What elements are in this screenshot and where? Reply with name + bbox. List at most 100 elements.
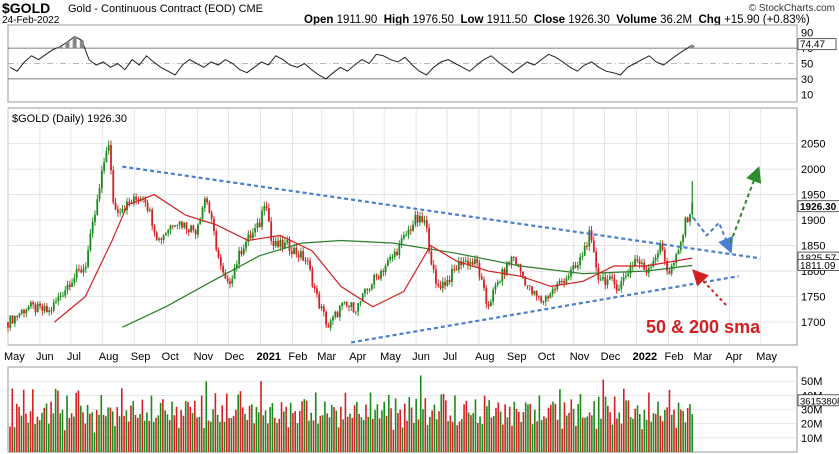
candle-body (96, 199, 99, 215)
candle-body (567, 276, 570, 279)
exchange: CME (238, 3, 264, 15)
candle-body (91, 221, 94, 234)
candle-body (181, 221, 183, 228)
candle-body (515, 257, 517, 265)
candle-body (666, 260, 668, 271)
candle-body (428, 227, 430, 252)
candle-body (334, 311, 337, 317)
candle-body (615, 284, 618, 291)
candle-body (400, 238, 403, 244)
candle-body (480, 276, 483, 280)
candle-body (531, 286, 533, 295)
candle-body (251, 232, 254, 238)
candle-body (373, 275, 376, 285)
candle-body (391, 256, 394, 258)
x-tick-label: Oct (162, 351, 179, 363)
candle-body (512, 257, 515, 259)
candle-body (55, 301, 57, 303)
candle-body (650, 266, 652, 268)
candle-body (87, 250, 89, 267)
candle-body (652, 260, 655, 267)
close-value: 1926.30 (568, 14, 610, 26)
candle-body (201, 207, 204, 219)
x-tick-label: Dec (225, 351, 245, 363)
candle-body (583, 245, 586, 256)
low-value: 1911.50 (486, 14, 528, 26)
candle-body (258, 222, 261, 228)
x-tick-label: May (380, 351, 401, 363)
candle-body (80, 269, 83, 273)
candle-body (29, 302, 32, 307)
candle-body (345, 301, 348, 306)
volume-last-value: 36153808 (800, 396, 839, 407)
high-value: 1976.50 (412, 14, 455, 26)
candle-body (123, 209, 126, 211)
candle-body (558, 280, 561, 284)
candle-body (608, 276, 611, 280)
candle-body (288, 240, 291, 252)
candle-body (9, 315, 12, 328)
candle-body (364, 289, 366, 294)
volume-last-box (797, 394, 839, 407)
candle-body (604, 277, 607, 285)
candle-body (284, 242, 286, 249)
x-tick-label: Oct (538, 351, 555, 363)
x-tick-label: Jul (443, 351, 457, 363)
candle-body (618, 289, 620, 291)
candle-body (460, 261, 463, 266)
candle-body (325, 311, 327, 325)
candle-body (128, 201, 131, 204)
candle-body (661, 243, 664, 250)
candle-body (286, 240, 289, 243)
candle-body (430, 251, 433, 265)
candle-body (32, 302, 35, 305)
candle-body (7, 322, 9, 328)
candle-body (300, 251, 302, 258)
price-tick-label: 1750 (801, 292, 825, 304)
candle-body (135, 196, 138, 200)
candle-body (453, 268, 456, 270)
candle-body (18, 313, 21, 317)
candle-body (110, 144, 112, 171)
candle-body (517, 264, 520, 266)
candle-body (210, 212, 213, 219)
candle-body (389, 257, 392, 261)
candle-body (393, 251, 396, 257)
x-tick-label: Aug (475, 351, 495, 363)
candle-body (425, 220, 428, 228)
x-tick-label: May (756, 351, 777, 363)
candle-body (281, 240, 284, 249)
candle-body (549, 293, 552, 299)
candle-body (396, 251, 398, 256)
price-tick-label: 1850 (801, 241, 825, 253)
candle-body (153, 225, 156, 233)
candle-body (206, 198, 208, 203)
candle-body (343, 301, 346, 304)
candle-body (357, 303, 360, 312)
candle-body (176, 224, 179, 226)
candle-body (199, 218, 202, 225)
candle-body (148, 209, 151, 211)
candle-body (155, 232, 158, 240)
candle-body (641, 262, 643, 264)
x-tick-label: Feb (288, 351, 307, 363)
candle-body (684, 217, 687, 236)
candle-body (689, 214, 691, 222)
x-tick-label: 2022 (633, 351, 657, 363)
candle-body (613, 278, 616, 285)
candle-body (50, 310, 53, 312)
candle-body (535, 291, 538, 297)
candle-body (25, 309, 28, 314)
rsi-last-value-box (797, 38, 837, 51)
candle-body (627, 273, 630, 276)
candle-body (437, 283, 440, 286)
candle-body (73, 277, 76, 283)
candle-body (151, 209, 154, 226)
candle-body (540, 296, 543, 303)
candle-body (329, 320, 332, 328)
x-tick-label: Aug (99, 351, 119, 363)
candle-body (112, 170, 115, 203)
candle-body (636, 259, 639, 261)
ascending-support-trendline (350, 275, 739, 344)
candle-body (409, 229, 412, 231)
